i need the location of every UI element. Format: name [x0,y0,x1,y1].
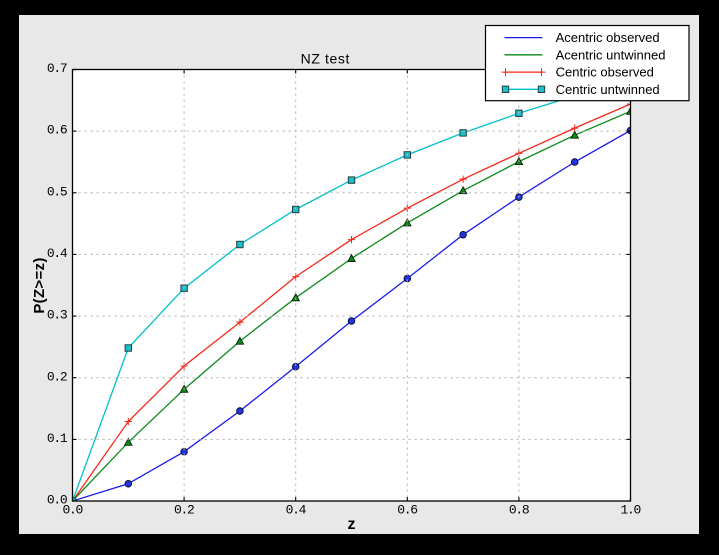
svg-text:0.7: 0.7 [47,61,67,76]
svg-text:0.2: 0.2 [47,369,67,384]
svg-text:0.1: 0.1 [47,431,68,446]
svg-text:Centric observed: Centric observed [556,65,654,80]
svg-text:Acentric observed: Acentric observed [556,30,660,45]
svg-text:0.3: 0.3 [47,308,67,323]
svg-text:0.8: 0.8 [509,503,529,518]
svg-text:NZ test: NZ test [301,50,350,66]
svg-text:0.4: 0.4 [47,246,68,261]
svg-text:0.6: 0.6 [47,123,67,138]
svg-text:0.0: 0.0 [62,503,82,518]
svg-text:0.6: 0.6 [397,503,417,518]
svg-text:Acentric untwinned: Acentric untwinned [556,47,666,62]
svg-text:Centric untwinned: Centric untwinned [556,82,660,97]
svg-text:0.2: 0.2 [174,503,194,518]
svg-text:z: z [348,516,356,533]
svg-text:0.4: 0.4 [286,503,307,518]
svg-text:0.0: 0.0 [47,493,67,508]
svg-text:1.0: 1.0 [620,503,640,518]
svg-text:0.5: 0.5 [47,184,67,199]
svg-text:P(Z>=z): P(Z>=z) [31,257,48,313]
